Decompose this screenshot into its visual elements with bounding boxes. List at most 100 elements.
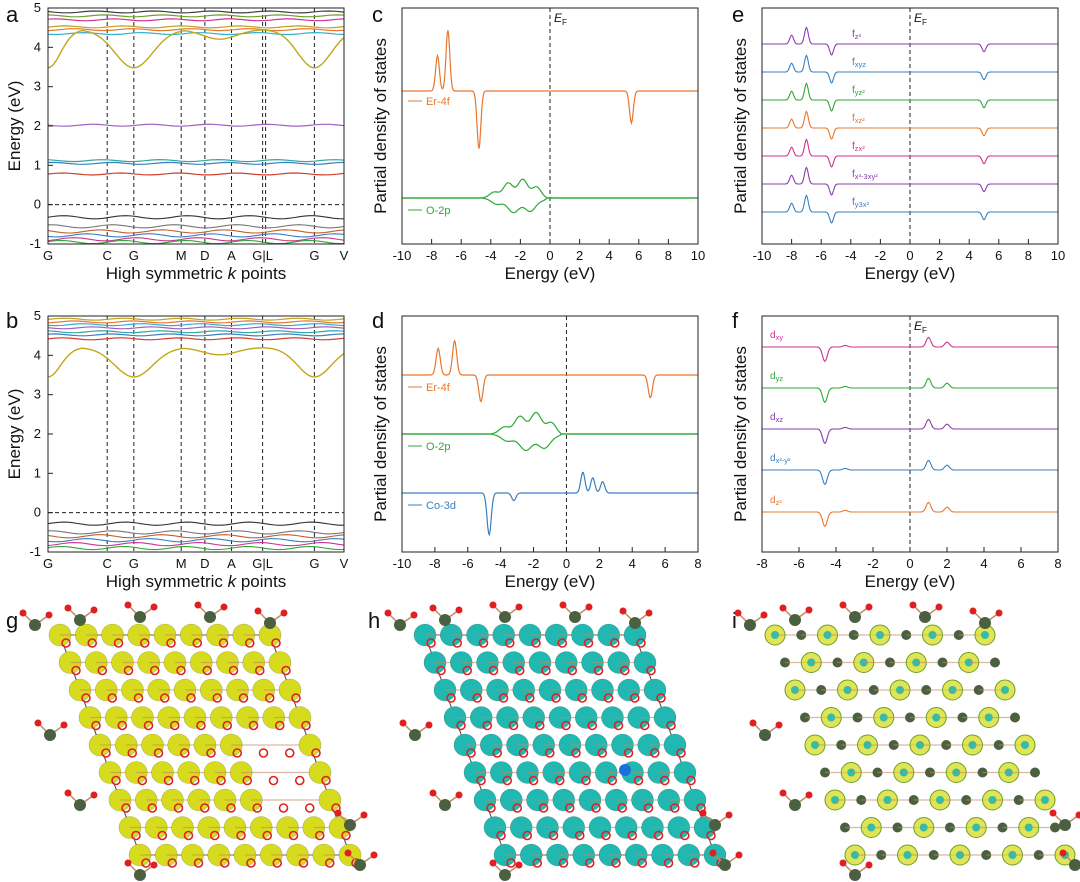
pdos-frame-e bbox=[761, 7, 1059, 245]
oxygen-atom bbox=[426, 638, 436, 648]
xtick-label: -4 bbox=[845, 248, 857, 263]
y-axis-title: Partial density of states bbox=[371, 38, 390, 214]
xtick-label: 8 bbox=[694, 556, 701, 571]
ytick-label: 0 bbox=[34, 505, 41, 520]
er-atom bbox=[134, 869, 146, 881]
oxygen-atom bbox=[107, 693, 118, 703]
series-0 bbox=[762, 336, 1058, 363]
oxygen-atom bbox=[246, 858, 256, 868]
oxygen-atom bbox=[482, 720, 493, 731]
oxygen-atom bbox=[627, 830, 638, 841]
oxygen-atom bbox=[532, 858, 543, 868]
oxygen-atom bbox=[639, 720, 650, 731]
oxygen-atom bbox=[666, 720, 676, 731]
oxygen-atom bbox=[258, 748, 269, 758]
er-atom bbox=[849, 869, 861, 881]
oxygen-atom bbox=[252, 803, 263, 813]
oxygen-atom bbox=[281, 665, 291, 676]
oxygen-atom bbox=[515, 603, 523, 611]
oxygen-atom bbox=[304, 803, 315, 813]
oxygen-atom bbox=[222, 720, 233, 731]
legend-0: fz³ bbox=[852, 29, 862, 41]
isosurface-sphere bbox=[683, 788, 707, 812]
oxygen-atom bbox=[528, 775, 539, 786]
xtick-label: 6 bbox=[635, 248, 642, 263]
series-5 bbox=[762, 166, 1058, 196]
xtick-label: 8 bbox=[1054, 556, 1061, 571]
xtick-label: 0 bbox=[563, 556, 570, 571]
flat-band bbox=[47, 18, 345, 22]
oxygen-atom bbox=[111, 775, 121, 786]
orbital-base: f bbox=[852, 169, 855, 180]
oxygen-atom bbox=[551, 693, 561, 703]
y-axis-title: Energy (eV) bbox=[5, 389, 24, 480]
fermi-label: EF bbox=[554, 11, 567, 27]
oxygen-atom bbox=[193, 858, 204, 868]
oxygen-atom bbox=[524, 693, 535, 703]
oxygen-atom bbox=[619, 665, 630, 676]
oxygen-atom bbox=[436, 665, 446, 676]
isosurface-sphere bbox=[673, 761, 697, 784]
flat-band bbox=[47, 333, 345, 337]
oxygen-atom bbox=[597, 748, 608, 758]
oxygen-atom bbox=[502, 775, 513, 786]
series-1-down bbox=[402, 433, 698, 451]
oxygen-atom bbox=[147, 803, 158, 813]
flat-band bbox=[47, 28, 345, 32]
er-atom bbox=[499, 611, 511, 623]
series-o2p-up bbox=[402, 178, 698, 199]
oxygen-atom bbox=[559, 601, 567, 609]
kpoint-label: G bbox=[129, 248, 139, 263]
oxygen-atom bbox=[593, 665, 604, 676]
er-atom bbox=[1030, 767, 1040, 778]
oxygen-atom bbox=[455, 606, 463, 614]
ytick-label: 4 bbox=[34, 347, 41, 362]
series-0 bbox=[402, 339, 698, 403]
series-1 bbox=[762, 54, 1058, 84]
oxygen-atom bbox=[935, 603, 943, 611]
oxygen-atom bbox=[676, 748, 686, 758]
xtick-label: -4 bbox=[830, 556, 842, 571]
kpoint-label: A bbox=[227, 556, 236, 571]
pdos-panel-e: -10 -8 -6 -4 -2 0 2 4 6 8 10 Energy (eV) Partial den… bbox=[731, 8, 1065, 283]
oxygen-atom bbox=[173, 803, 184, 813]
orbital-sub: yz bbox=[776, 374, 784, 383]
orbital-sub: zx² bbox=[855, 144, 866, 153]
oxygen-atom bbox=[248, 720, 259, 731]
isosurface-core bbox=[981, 631, 989, 639]
xtick-label: 6 bbox=[661, 556, 668, 571]
x-title-k: k bbox=[228, 572, 238, 591]
oxygen-atom bbox=[149, 665, 160, 676]
pdos-frame-c bbox=[401, 7, 699, 245]
oxygen-atom bbox=[216, 775, 226, 786]
series-2 bbox=[402, 471, 698, 537]
oxygen-atom bbox=[192, 638, 203, 648]
oxygen-atom bbox=[87, 638, 98, 648]
isosurface-sphere bbox=[288, 706, 312, 729]
ytick-label: -1 bbox=[29, 544, 41, 559]
oxygen-atom bbox=[344, 849, 352, 857]
oxygen-atom bbox=[669, 803, 680, 813]
oxygen-atom bbox=[518, 748, 529, 758]
kpoint-label: G bbox=[43, 248, 53, 263]
series-3 bbox=[762, 110, 1058, 140]
oxygen-atom bbox=[734, 609, 742, 617]
orbital-sub: x²-y² bbox=[776, 456, 791, 465]
oxygen-atom bbox=[558, 858, 569, 868]
oxygen-atom bbox=[124, 859, 132, 867]
fermi-sub: F bbox=[922, 326, 927, 335]
oxygen-atom bbox=[242, 775, 253, 786]
oxygen-atom bbox=[574, 830, 585, 841]
er-atom bbox=[789, 799, 801, 811]
orbital-base: f bbox=[852, 197, 855, 208]
oxygen-atom bbox=[123, 665, 134, 676]
valence-band bbox=[47, 237, 345, 242]
oxygen-atom bbox=[61, 638, 71, 648]
ytick-label: 2 bbox=[34, 426, 41, 441]
oxygen-atom bbox=[456, 720, 466, 731]
xtick-label: 2 bbox=[943, 556, 950, 571]
xtick-label: 4 bbox=[966, 248, 973, 263]
oxygen-atom bbox=[571, 748, 581, 758]
panel-label-d: d bbox=[372, 308, 384, 333]
oxygen-atom bbox=[64, 604, 72, 612]
